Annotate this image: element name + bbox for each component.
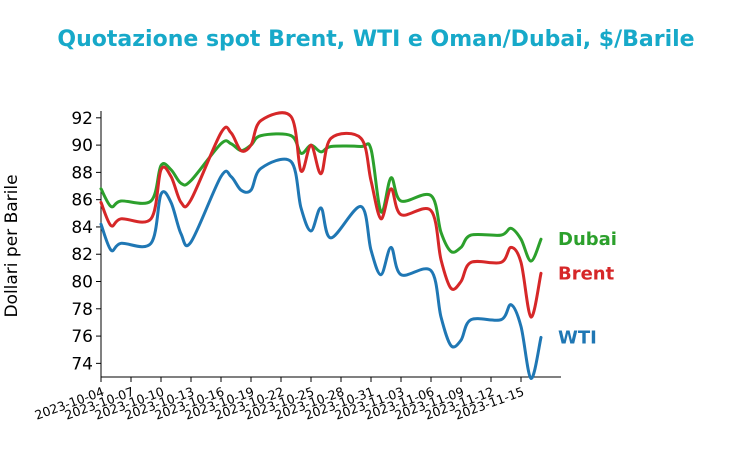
y-tick-label: 88 — [71, 163, 93, 183]
y-tick-label: 92 — [71, 109, 93, 129]
axes: 747678808284868890922023-10-042023-10-07… — [33, 109, 561, 423]
series-labels: Dubai Brent WTI — [558, 229, 617, 348]
y-tick-label: 78 — [71, 300, 93, 320]
y-tick-label: 74 — [71, 354, 93, 374]
y-tick-label: 84 — [71, 218, 93, 238]
y-axis-label: Dollari per Barile — [2, 174, 22, 317]
series-line-dubai — [99, 132, 543, 263]
series-line-brent — [99, 111, 543, 319]
series-label-brent: Brent — [558, 263, 615, 284]
series-label-dubai: Dubai — [558, 229, 617, 250]
series-line-wti — [99, 157, 543, 380]
series-label-wti: WTI — [558, 327, 597, 348]
y-tick-label: 86 — [71, 191, 93, 211]
y-tick-label: 82 — [71, 245, 93, 265]
y-tick-label: 76 — [71, 327, 93, 347]
y-tick-label: 90 — [71, 136, 93, 156]
chart-title: Quotazione spot Brent, WTI e Oman/Dubai,… — [57, 27, 694, 52]
series-lines — [99, 111, 543, 380]
y-tick-label: 80 — [71, 273, 93, 293]
